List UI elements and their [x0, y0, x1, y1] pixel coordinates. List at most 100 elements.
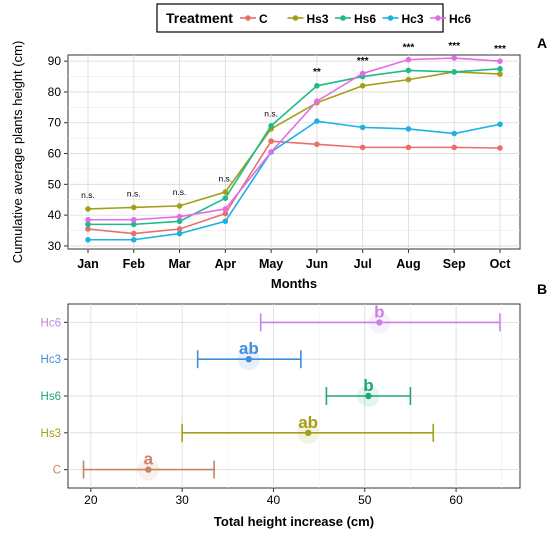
panel-a-y-tick-label: 30 [48, 239, 62, 253]
panel-a-x-tick-label: Jul [354, 257, 372, 271]
series-line-hc6 [88, 57, 501, 221]
legend-title: Treatment [166, 10, 233, 26]
legend-label-hs6: Hs6 [354, 12, 376, 26]
data-point-hc3 [451, 130, 458, 137]
panel-a-y-tick-label: 40 [48, 208, 62, 222]
panel-a-y-tick-label: 80 [48, 85, 62, 99]
panel-a-x-tick-label: Feb [123, 257, 146, 271]
significance-label: *** [494, 44, 506, 55]
data-point-hc6 [497, 58, 503, 64]
data-point-hc3 [359, 124, 366, 131]
panel-b-x-tick-label: 30 [175, 493, 189, 507]
panel-a: A 30 40 50 60 70 80 90 Jan Feb Mar Apr May Jun Jul Au… [10, 35, 547, 291]
panel-a-x-tick-label: May [259, 257, 283, 271]
data-point-hc6 [405, 56, 412, 63]
panel-b-y-tick-label: Hs6 [41, 391, 61, 403]
panel-b-y-tick-label: Hc6 [41, 317, 61, 329]
series-line-hc3 [88, 120, 501, 241]
data-point-hs3 [222, 189, 229, 195]
data-point-c [497, 145, 503, 151]
data-point-hs3 [359, 82, 366, 89]
data-point-hs3 [85, 206, 91, 212]
panel-a-y-tick-label: 70 [48, 116, 62, 130]
panel-a-x-axis-title: Months [271, 276, 317, 291]
data-point-c [222, 210, 229, 217]
data-point-hs3 [130, 204, 137, 211]
panel-a-y-tick-label: 60 [48, 147, 62, 161]
data-point-hs6 [451, 69, 458, 75]
panel-a-x-tick-label: Mar [168, 257, 190, 271]
data-point-hs3 [405, 76, 412, 83]
significance-label: *** [448, 41, 460, 52]
significance-label: ** [313, 67, 321, 78]
data-point-hc6 [314, 98, 320, 104]
series-line-hs6 [88, 68, 501, 226]
significance-label: *** [357, 56, 369, 67]
mean-point-hc3 [245, 356, 252, 363]
panel-a-x-tick-label: Apr [215, 257, 237, 271]
panel-b-label: B [537, 281, 547, 297]
panel-a-x-tick-label: Aug [396, 257, 420, 271]
data-point-c [314, 141, 320, 148]
legend-marker-hs6 [340, 15, 346, 21]
data-point-hs6 [314, 82, 320, 89]
legend-marker-hc6 [435, 15, 441, 21]
data-point-hs3 [497, 71, 503, 77]
data-point-hs3 [176, 203, 183, 209]
panel-b-y-tick-label: Hs3 [41, 428, 61, 440]
panel-a-y-tick-label: 90 [48, 54, 62, 68]
legend-marker-hc3 [387, 15, 394, 21]
significance-label: n.s. [218, 173, 232, 183]
legend-label-hs3: Hs3 [307, 12, 329, 26]
panel-b-x-tick-label: 20 [84, 493, 98, 507]
legend: Treatment C Hs3 Hs6 Hc3 Hc6 [156, 3, 471, 33]
panel-b-x-tick-label: 50 [358, 493, 372, 507]
data-point-c [85, 226, 91, 232]
significance-label: *** [403, 42, 415, 53]
legend-marker-hs3 [292, 15, 299, 21]
panel-a-x-tick-label: Jan [77, 257, 99, 271]
panel-a-x-tick-label: Jun [306, 257, 328, 271]
significance-label: n.s. [81, 190, 95, 200]
series-line-hs3 [87, 71, 501, 210]
data-point-c [405, 144, 412, 151]
group-letter-hs3: ab [298, 413, 318, 432]
mean-point-hs6 [365, 392, 372, 400]
data-point-hc6 [85, 216, 91, 223]
data-point-c [176, 226, 183, 232]
panel-a-x-tick-label: Sep [443, 257, 466, 271]
group-letter-hc6: b [374, 302, 384, 321]
data-point-c [130, 230, 137, 237]
panel-a-x-tick-label: Oct [490, 257, 512, 271]
data-point-hc3 [497, 121, 503, 128]
data-point-c [451, 144, 458, 151]
data-point-hc6 [176, 213, 183, 220]
legend-label-hc3: Hc3 [402, 12, 424, 26]
panel-a-plot-area [67, 54, 521, 250]
panel-b-y-tick-label: Hc3 [41, 354, 61, 366]
panel-b-x-tick-label: 60 [449, 493, 463, 507]
data-point-hs6 [176, 218, 183, 225]
group-letter-hc3: ab [239, 339, 259, 358]
panel-b-y-tick-label: C [53, 465, 61, 477]
mean-point-c [145, 466, 152, 473]
mean-point-hc6 [376, 319, 383, 326]
group-letter-c: a [144, 450, 154, 469]
data-point-c [268, 138, 274, 145]
significance-label: n.s. [127, 189, 141, 199]
series-line-c [87, 140, 501, 235]
legend-marker-c [245, 15, 251, 21]
data-point-hc6 [130, 216, 137, 223]
panel-a-y-tick-label: 50 [48, 177, 62, 191]
significance-label: n.s. [173, 187, 187, 197]
data-point-c [359, 144, 366, 151]
panel-b-x-axis-title: Total height increase (cm) [214, 514, 374, 529]
panel-a-y-axis-title: Cumulative average plants height (cm) [10, 41, 25, 264]
data-point-hs6 [268, 123, 274, 129]
significance-label: n.s. [264, 109, 278, 119]
panel-b: B C Hs3 Hs6 Hc3 Hc6 20 30 40 50 60 a ab b ab b Total… [41, 281, 548, 529]
group-letter-hs6: b [363, 376, 373, 395]
data-point-hc3 [85, 236, 91, 243]
data-point-hs6 [222, 195, 229, 201]
